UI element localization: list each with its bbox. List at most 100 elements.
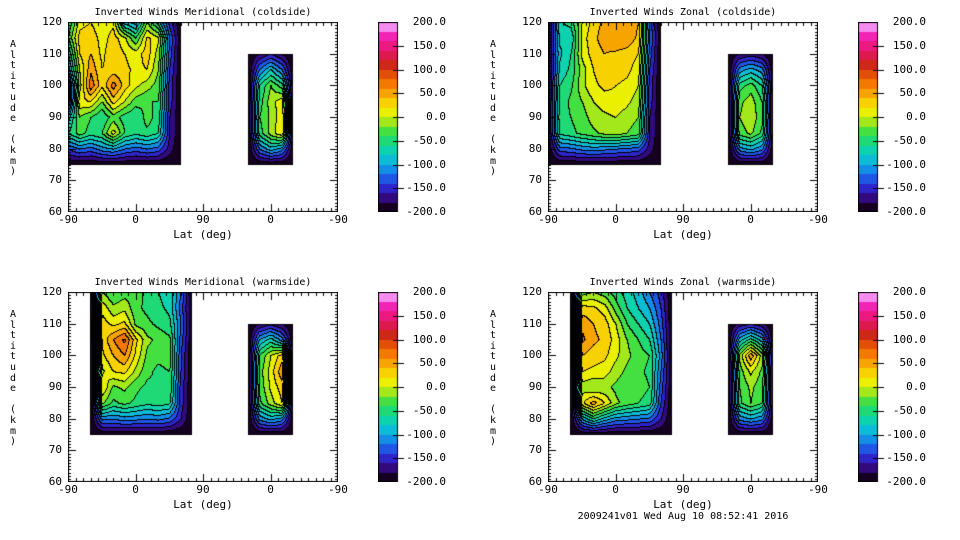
- x-axis-label: Lat (deg): [173, 498, 233, 511]
- contour-plot-canvas: [68, 292, 338, 482]
- y-tick-label: 90: [528, 110, 542, 123]
- colorbar-tick-label: 0.0: [426, 110, 446, 123]
- colorbar-tick-label: 0.0: [906, 110, 926, 123]
- colorbar-tick-label: 150.0: [412, 308, 446, 322]
- y-tick-label: 100: [522, 348, 542, 362]
- colorbar-tick-label: 50.0: [899, 356, 927, 370]
- panel-meridional-coldside: Inverted Winds Meridional (coldside) A l…: [0, 0, 480, 270]
- x-tick-label: 0: [267, 483, 274, 496]
- chart-title: Inverted Winds Zonal (warmside): [589, 277, 777, 288]
- plot-timestamp: 2009241v01 Wed Aug 10 08:52:41 2016: [577, 511, 789, 522]
- colorbar-tick-label: 50.0: [419, 356, 447, 370]
- y-tick-label: 100: [522, 78, 542, 92]
- x-tick-label: 0: [132, 483, 139, 496]
- y-tick-label: 70: [48, 173, 62, 187]
- colorbar-tick-label: 150.0: [412, 38, 446, 52]
- x-tick-label: 90: [196, 483, 210, 496]
- colorbar-tick-label: 150.0: [892, 308, 926, 322]
- colorbar-canvas: [378, 292, 406, 482]
- x-axis-label: Lat (deg): [653, 498, 713, 511]
- colorbar-tick-label: -150.0: [406, 451, 446, 465]
- x-axis-label: Lat (deg): [173, 228, 233, 241]
- x-tick-label: 90: [676, 483, 690, 496]
- y-tick-label: 70: [48, 443, 62, 457]
- x-tick-label: -90: [58, 483, 78, 496]
- y-axis-label: A l t i t u d e ( k m ): [9, 39, 17, 178]
- y-tick-label: 110: [522, 46, 542, 60]
- contour-plot-canvas: [68, 22, 338, 212]
- colorbar-tick-label: -50.0: [892, 403, 926, 417]
- x-tick-label: 0: [132, 213, 139, 226]
- contour-plot-canvas: [548, 292, 818, 482]
- y-tick-label: 120: [522, 285, 542, 298]
- x-tick-label: -90: [328, 213, 348, 226]
- y-tick-label: 60: [528, 205, 542, 218]
- y-tick-label: 120: [522, 15, 542, 28]
- y-tick-label: 60: [48, 205, 62, 218]
- y-axis-label: A l t i t u d e ( k m ): [489, 39, 497, 178]
- colorbar-tick-label: 200.0: [892, 285, 926, 298]
- colorbar-canvas: [858, 292, 886, 482]
- colorbar-tick-label: -200.0: [406, 475, 446, 488]
- y-tick-label: 80: [48, 411, 62, 425]
- colorbar-tick-label: -200.0: [886, 205, 926, 218]
- chart-title: Inverted Winds Zonal (coldside): [589, 7, 777, 18]
- colorbar-tick-label: -50.0: [412, 403, 446, 417]
- x-tick-label: 90: [676, 213, 690, 226]
- y-tick-label: 90: [48, 380, 62, 393]
- x-axis-label: Lat (deg): [653, 228, 713, 241]
- y-tick-label: 120: [42, 15, 62, 28]
- x-tick-label: -90: [58, 213, 78, 226]
- y-tick-label: 80: [528, 411, 542, 425]
- y-tick-label: 120: [42, 285, 62, 298]
- panel-zonal-warmside: Inverted Winds Zonal (warmside) A l t i …: [480, 270, 960, 540]
- y-tick-label: 70: [528, 173, 542, 187]
- colorbar-tick-label: 50.0: [419, 86, 447, 100]
- y-tick-label: 100: [42, 348, 62, 362]
- colorbar-tick-label: 100.0: [892, 332, 926, 346]
- colorbar-canvas: [378, 22, 406, 212]
- colorbar-tick-label: 0.0: [426, 380, 446, 393]
- colorbar-canvas: [858, 22, 886, 212]
- colorbar-tick-label: 150.0: [892, 38, 926, 52]
- colorbar-tick-label: -100.0: [886, 157, 926, 171]
- colorbar-tick-label: 50.0: [899, 86, 927, 100]
- colorbar-tick-label: 200.0: [412, 285, 446, 298]
- y-tick-label: 110: [42, 46, 62, 60]
- contour-plot-canvas: [548, 22, 818, 212]
- panel-meridional-warmside: Inverted Winds Meridional (warmside) A l…: [0, 270, 480, 540]
- y-tick-label: 100: [42, 78, 62, 92]
- panel-zonal-coldside: Inverted Winds Zonal (coldside) A l t i …: [480, 0, 960, 270]
- x-tick-label: -90: [808, 213, 828, 226]
- colorbar-tick-label: -200.0: [406, 205, 446, 218]
- colorbar-tick-label: -200.0: [886, 475, 926, 488]
- x-tick-label: 0: [612, 483, 619, 496]
- y-tick-label: 60: [48, 475, 62, 488]
- x-tick-label: 0: [747, 213, 754, 226]
- colorbar-tick-label: -150.0: [886, 181, 926, 195]
- colorbar-tick-label: 200.0: [892, 15, 926, 28]
- x-tick-label: 90: [196, 213, 210, 226]
- colorbar-tick-label: 100.0: [892, 62, 926, 76]
- y-tick-label: 90: [48, 110, 62, 123]
- colorbar-tick-label: 100.0: [412, 332, 446, 346]
- colorbar-tick-label: -50.0: [412, 133, 446, 147]
- x-tick-label: 0: [267, 213, 274, 226]
- colorbar-tick-label: -50.0: [892, 133, 926, 147]
- y-tick-label: 110: [522, 316, 542, 330]
- colorbar-tick-label: -150.0: [406, 181, 446, 195]
- x-tick-label: -90: [328, 483, 348, 496]
- x-tick-label: -90: [538, 213, 558, 226]
- x-tick-label: 0: [612, 213, 619, 226]
- colorbar-tick-label: -100.0: [406, 427, 446, 441]
- x-tick-label: -90: [808, 483, 828, 496]
- y-tick-label: 80: [48, 141, 62, 155]
- y-axis-label: A l t i t u d e ( k m ): [9, 309, 17, 448]
- y-tick-label: 80: [528, 141, 542, 155]
- x-tick-label: -90: [538, 483, 558, 496]
- x-tick-label: 0: [747, 483, 754, 496]
- y-tick-label: 70: [528, 443, 542, 457]
- colorbar-tick-label: -100.0: [406, 157, 446, 171]
- y-tick-label: 110: [42, 316, 62, 330]
